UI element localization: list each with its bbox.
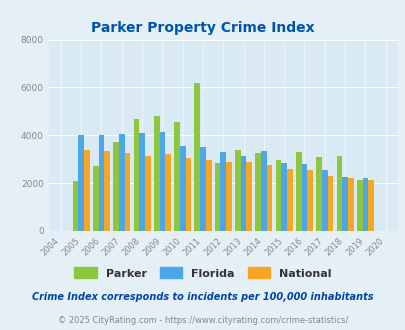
Bar bbox=[240, 156, 246, 231]
Bar bbox=[93, 166, 98, 231]
Bar bbox=[72, 181, 78, 231]
Bar bbox=[200, 147, 205, 231]
Bar bbox=[84, 150, 90, 231]
Bar bbox=[113, 143, 119, 231]
Bar bbox=[315, 157, 321, 231]
Bar bbox=[205, 160, 211, 231]
Bar bbox=[165, 154, 171, 231]
Bar bbox=[98, 135, 104, 231]
Bar bbox=[341, 177, 347, 231]
Bar bbox=[145, 156, 150, 231]
Bar bbox=[194, 83, 200, 231]
Bar bbox=[246, 162, 252, 231]
Bar bbox=[301, 164, 307, 231]
Bar bbox=[139, 133, 145, 231]
Text: Parker Property Crime Index: Parker Property Crime Index bbox=[91, 21, 314, 35]
Bar bbox=[295, 152, 301, 231]
Bar bbox=[281, 163, 286, 231]
Bar bbox=[133, 118, 139, 231]
Bar bbox=[367, 180, 373, 231]
Bar bbox=[226, 162, 231, 231]
Bar bbox=[362, 178, 367, 231]
Bar bbox=[174, 122, 179, 231]
Bar bbox=[153, 116, 159, 231]
Bar bbox=[119, 134, 124, 231]
Bar bbox=[275, 160, 281, 231]
Text: © 2025 CityRating.com - https://www.cityrating.com/crime-statistics/: © 2025 CityRating.com - https://www.city… bbox=[58, 315, 347, 325]
Bar bbox=[260, 151, 266, 231]
Legend: Parker, Florida, National: Parker, Florida, National bbox=[70, 263, 335, 283]
Bar bbox=[159, 132, 165, 231]
Bar bbox=[78, 135, 84, 231]
Bar bbox=[185, 158, 191, 231]
Bar bbox=[124, 153, 130, 231]
Bar bbox=[356, 180, 362, 231]
Bar bbox=[104, 151, 110, 231]
Bar bbox=[321, 170, 327, 231]
Bar bbox=[220, 152, 226, 231]
Bar bbox=[214, 163, 220, 231]
Bar bbox=[307, 170, 312, 231]
Bar bbox=[286, 169, 292, 231]
Bar bbox=[234, 150, 240, 231]
Bar bbox=[347, 178, 353, 231]
Bar bbox=[336, 156, 341, 231]
Bar bbox=[266, 165, 272, 231]
Bar bbox=[327, 176, 333, 231]
Bar bbox=[255, 153, 260, 231]
Text: Crime Index corresponds to incidents per 100,000 inhabitants: Crime Index corresponds to incidents per… bbox=[32, 292, 373, 302]
Bar bbox=[179, 146, 185, 231]
